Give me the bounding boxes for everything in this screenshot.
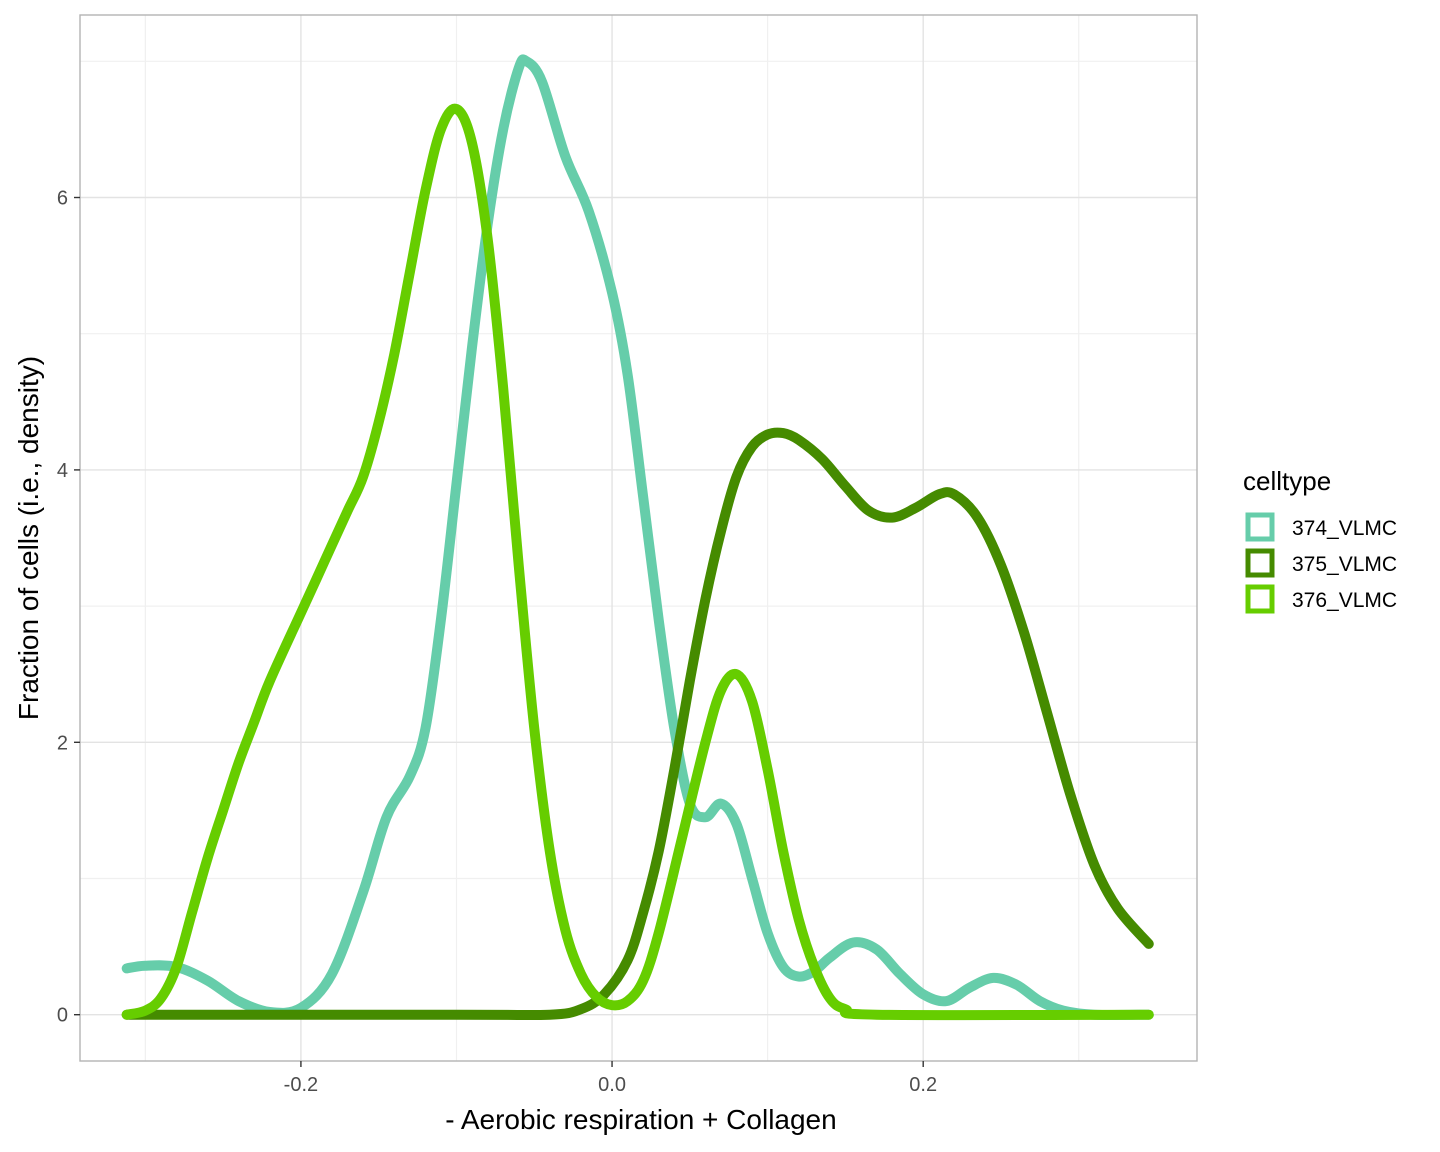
series-line-376_VLMC xyxy=(121,103,1154,1021)
series-line-374_VLMC xyxy=(121,54,1154,1021)
y-axis-title: Fraction of cells (i.e., density) xyxy=(13,356,44,720)
x-axis-ticks: -0.2 0.0 0.2 xyxy=(284,1061,937,1096)
plot-panel xyxy=(79,14,1198,1062)
legend-key-374_VLMC xyxy=(1245,512,1275,542)
legend-title: celltype xyxy=(1243,466,1331,496)
y-tick-label: 4 xyxy=(57,460,68,482)
y-axis-ticks: 0 2 4 6 xyxy=(57,188,80,1027)
legend-label-376_VLMC: 376_VLMC xyxy=(1292,589,1397,612)
legend-label-375_VLMC: 375_VLMC xyxy=(1292,553,1397,576)
legend-label-374_VLMC: 374_VLMC xyxy=(1292,517,1397,540)
x-tick-label: -0.2 xyxy=(284,1074,318,1096)
panel-border xyxy=(79,14,1198,1062)
y-tick-label: 2 xyxy=(57,732,68,754)
y-tick-label: 6 xyxy=(57,188,68,210)
series-line-375_VLMC xyxy=(121,427,1154,1021)
y-tick-label: 0 xyxy=(57,1005,68,1027)
legend-key-375_VLMC xyxy=(1245,548,1275,578)
x-axis-title: - Aerobic respiration + Collagen xyxy=(445,1104,836,1135)
legend: celltype 374_VLMC 375_VLMC 376_VLMC xyxy=(1243,466,1397,614)
x-tick-label: 0.2 xyxy=(909,1074,937,1096)
x-tick-label: 0.0 xyxy=(598,1074,626,1096)
panel-background xyxy=(80,15,1197,1061)
legend-key-376_VLMC xyxy=(1245,584,1275,614)
